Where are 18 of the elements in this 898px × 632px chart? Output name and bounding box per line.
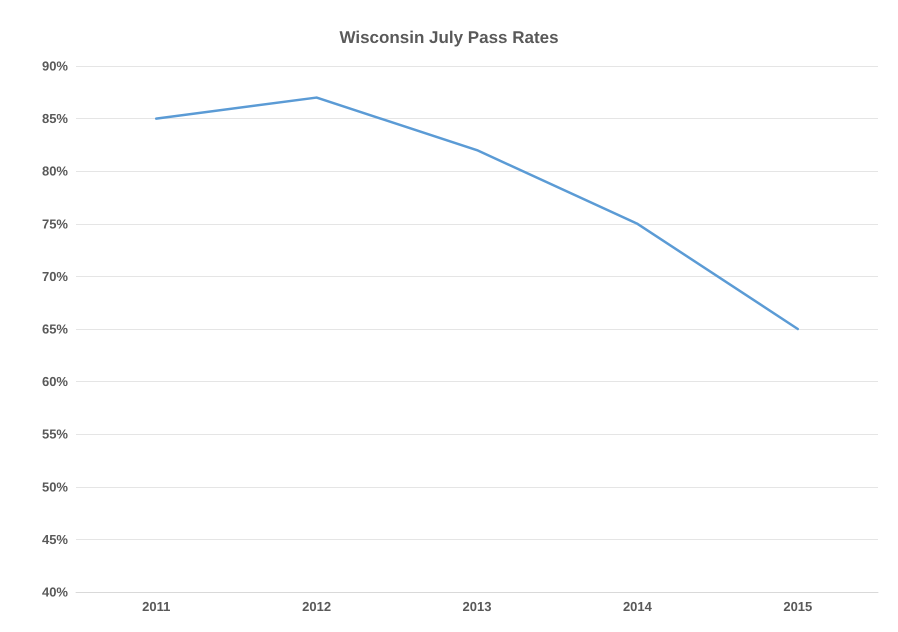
y-tick-label: 65% — [42, 322, 68, 336]
y-tick-label: 45% — [42, 532, 68, 547]
x-tick-label: 2014 — [622, 599, 653, 614]
x-tick-label: 2015 — [783, 599, 812, 614]
y-tick-label: 80% — [42, 164, 68, 179]
x-tick-label: 2013 — [462, 599, 492, 614]
y-tick-label: 70% — [42, 268, 68, 284]
y-tick-label: 60% — [42, 374, 68, 390]
y-tick-label: 75% — [42, 216, 68, 232]
y-tick-label: 50% — [42, 479, 68, 494]
x-tick-label: 2012 — [302, 599, 332, 614]
y-tick-label: 55% — [42, 426, 68, 442]
y-tick-label: 90% — [42, 58, 68, 74]
y-tick-label: 40% — [42, 584, 68, 600]
line-series — [154, 96, 800, 330]
chart-title: Wisconsin July Pass Rates — [339, 28, 559, 47]
x-tick-label: 2011 — [142, 599, 170, 614]
y-tick-label: 85% — [42, 111, 68, 126]
